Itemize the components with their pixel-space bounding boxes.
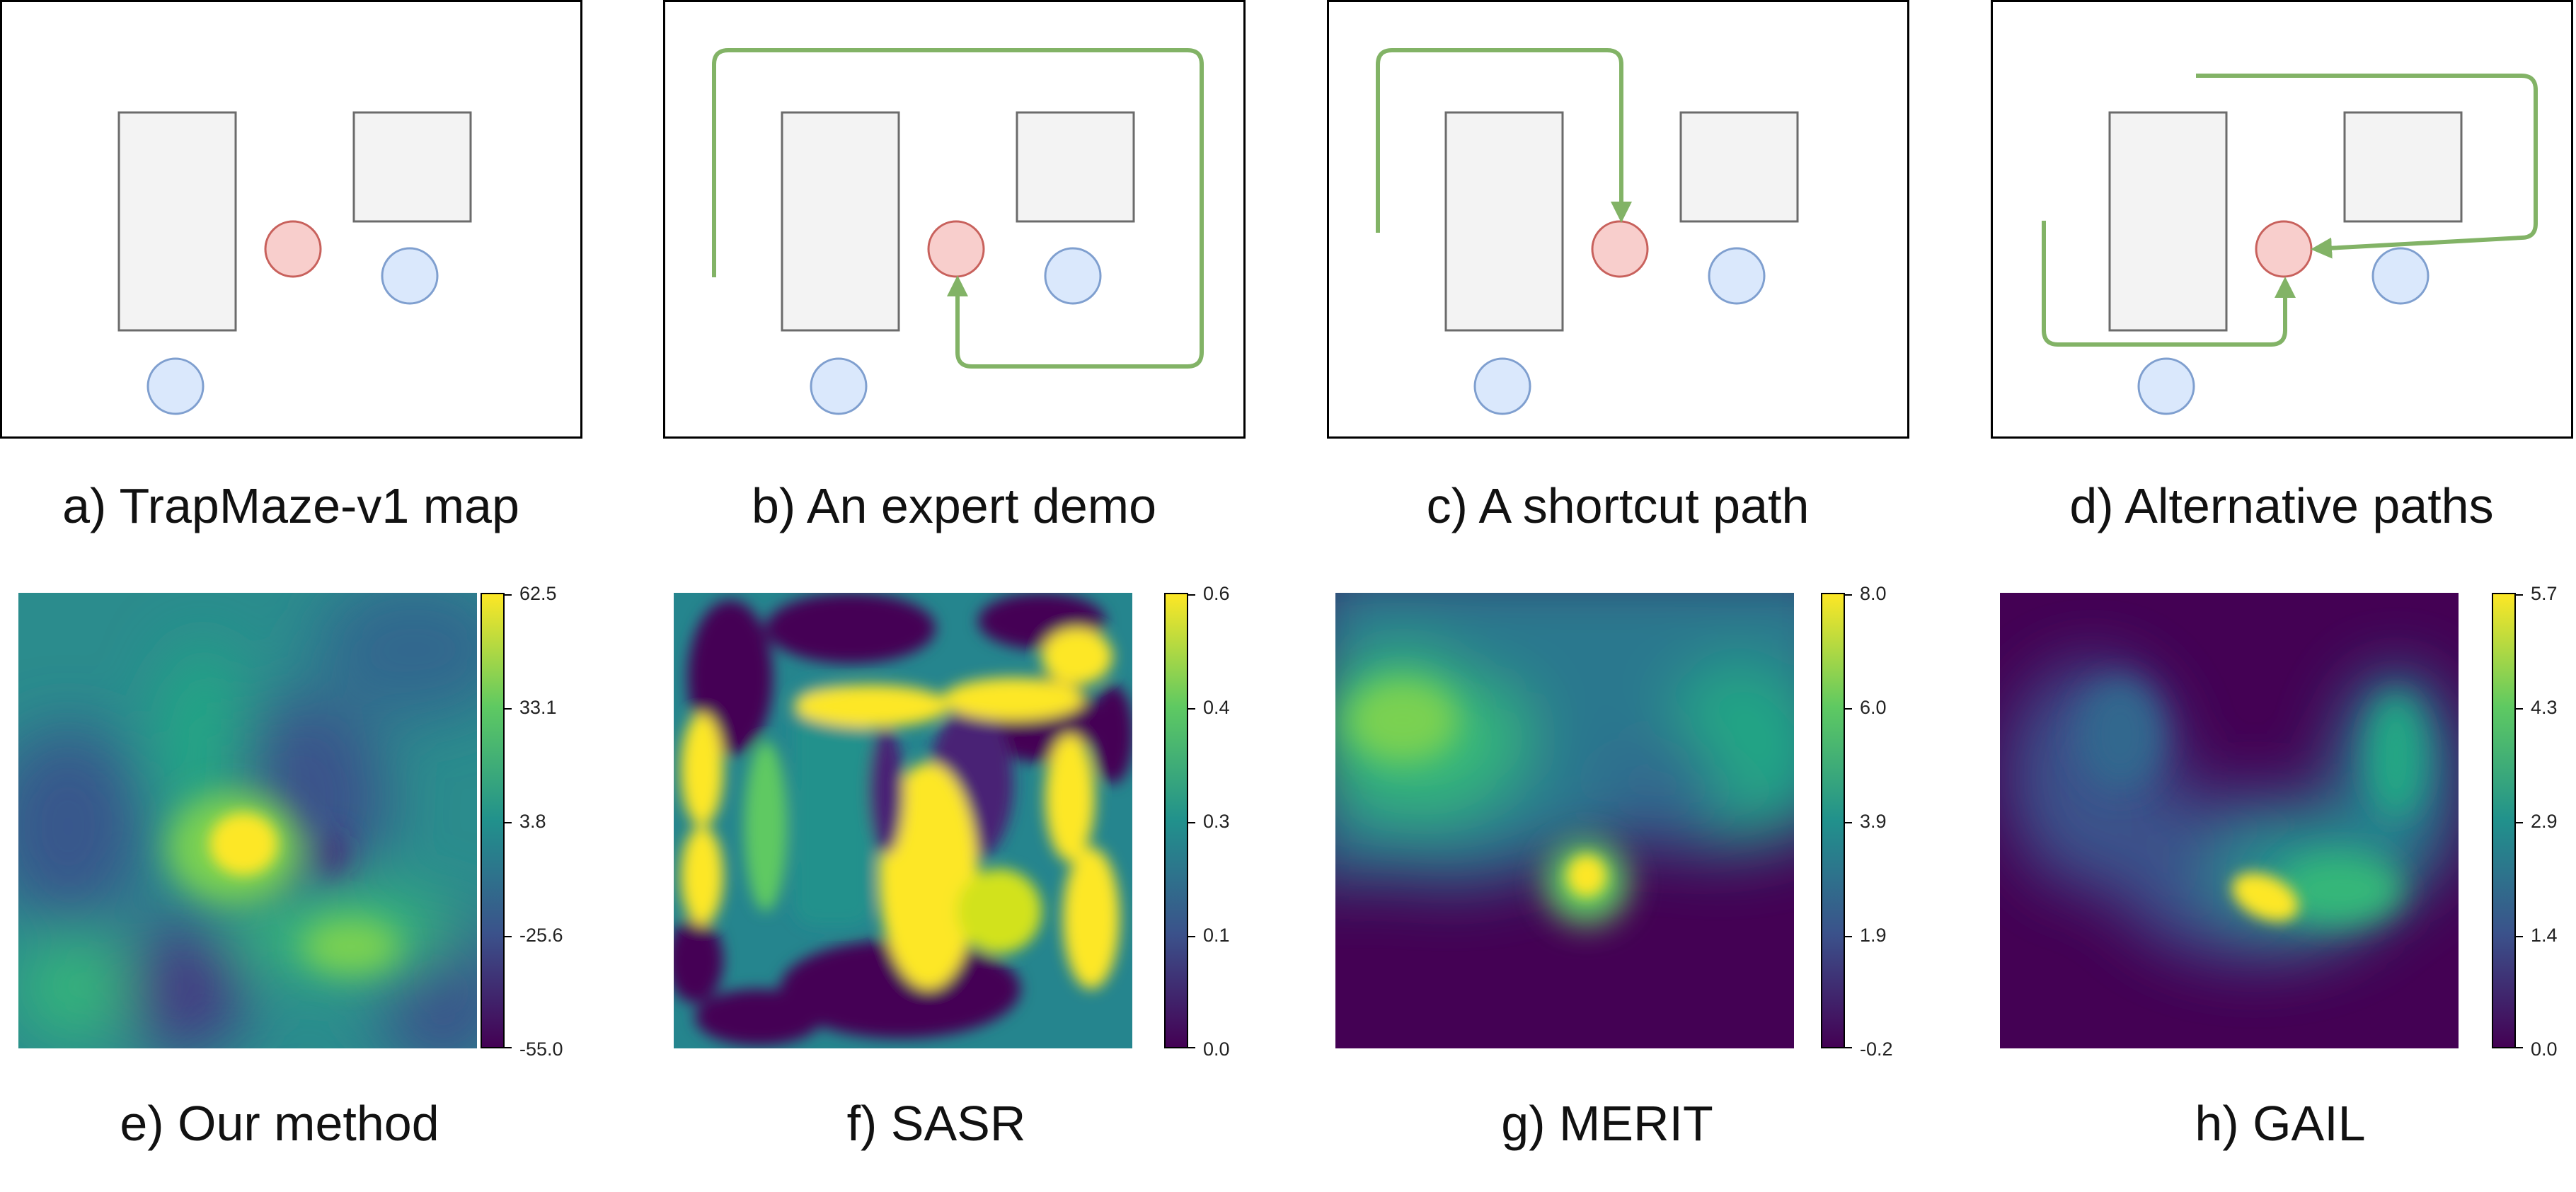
panel-trapmaze-map <box>0 0 582 439</box>
agent-circle <box>810 357 868 415</box>
colorbar-tick: 1.4 <box>2531 925 2558 946</box>
agent-circle <box>146 357 205 415</box>
colorbar-tick: 6.0 <box>1860 697 1887 718</box>
heatmap-our-method <box>18 593 477 1048</box>
colorbar-tick: 4.3 <box>2531 697 2558 718</box>
colorbar-tick: 0.0 <box>2531 1038 2558 1060</box>
agent-circle <box>1708 247 1766 305</box>
caption-h: h) GAIL <box>2195 1096 2366 1151</box>
caption-f: f) SASR <box>846 1096 1026 1151</box>
colorbar-gail <box>2492 593 2516 1048</box>
agent-circle <box>381 247 439 305</box>
heatmap-image <box>18 593 477 1048</box>
colorbar-tick: -0.2 <box>1860 1038 1893 1060</box>
goal-circle <box>2255 220 2313 278</box>
agent-circle <box>1044 247 1102 305</box>
wall-block-right <box>2343 111 2463 223</box>
colorbar-tick: 33.1 <box>519 697 557 718</box>
alt-path-bottom-arrow <box>2042 221 2296 347</box>
colorbar-tick: 8.0 <box>1860 583 1887 604</box>
colorbar-tick: 0.1 <box>1203 925 1230 946</box>
heatmap-gail <box>2000 593 2459 1048</box>
colorbar-tick: 3.8 <box>519 811 546 832</box>
heatmap-sasr <box>674 593 1132 1048</box>
goal-circle <box>1591 220 1649 278</box>
colorbar-sasr <box>1164 593 1188 1048</box>
maze-map <box>2042 74 2538 415</box>
panel-shortcut-path <box>1327 0 1909 439</box>
maze-map <box>712 48 1204 415</box>
wall-block-left <box>1444 111 1564 332</box>
maze-map <box>117 111 472 415</box>
colorbar-our-method <box>481 593 505 1048</box>
agent-circle <box>1473 357 1531 415</box>
wall-block-left <box>117 111 237 332</box>
maze-map <box>1376 48 1799 415</box>
panel-expert-demo <box>663 0 1246 439</box>
wall-block-left <box>2108 111 2228 332</box>
colorbar-tick: 0.4 <box>1203 697 1230 718</box>
wall-block-left <box>781 111 900 332</box>
agent-circle <box>2137 357 2195 415</box>
caption-g: g) MERIT <box>1501 1096 1713 1151</box>
agent-circle <box>2371 247 2430 305</box>
caption-b: b) An expert demo <box>752 478 1156 533</box>
caption-d: d) Alternative paths <box>2069 478 2494 533</box>
panel-alternative-paths <box>1991 0 2573 439</box>
colorbar-tick: 1.9 <box>1860 925 1887 946</box>
alt-path-top-arrow <box>2196 74 2538 259</box>
goal-circle <box>927 220 985 278</box>
caption-c: c) A shortcut path <box>1426 478 1810 533</box>
shortcut-path-arrow <box>1376 48 1632 233</box>
wall-block-right <box>1679 111 1799 223</box>
colorbar-tick: 3.9 <box>1860 811 1887 832</box>
expert-path-arrow <box>712 48 1204 369</box>
wall-block-right <box>1016 111 1135 223</box>
colorbar-tick: 0.6 <box>1203 583 1230 604</box>
heatmap-image <box>2000 593 2459 1048</box>
caption-a: a) TrapMaze-v1 map <box>62 478 519 533</box>
colorbar-tick: 0.0 <box>1203 1038 1230 1060</box>
colorbar-tick: 2.9 <box>2531 811 2558 832</box>
heatmap-image <box>1335 593 1794 1048</box>
colorbar-tick: -25.6 <box>519 925 563 946</box>
heatmap-image <box>674 593 1132 1048</box>
heatmap-merit <box>1335 593 1794 1048</box>
goal-circle <box>264 220 322 278</box>
caption-e: e) Our method <box>120 1096 439 1151</box>
colorbar-merit <box>1821 593 1845 1048</box>
colorbar-tick: 0.3 <box>1203 811 1230 832</box>
colorbar-tick: 5.7 <box>2531 583 2558 604</box>
colorbar-tick: 62.5 <box>519 583 557 604</box>
colorbar-tick: -55.0 <box>519 1038 563 1060</box>
wall-block-right <box>352 111 472 223</box>
